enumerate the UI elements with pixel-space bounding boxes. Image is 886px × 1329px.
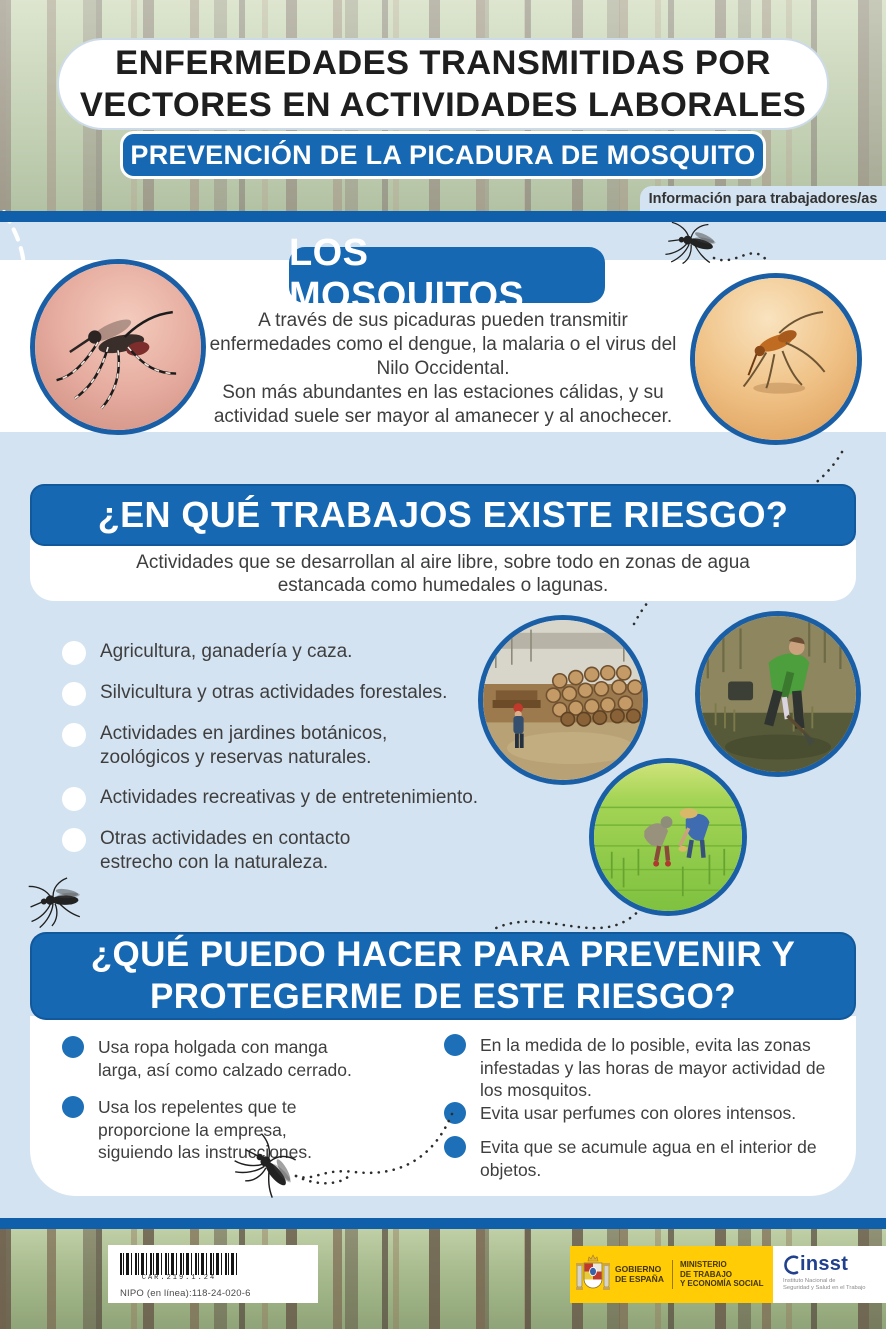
- nipo-number: NIPO (en línea):118-24-020-6: [120, 1288, 251, 1299]
- prevencion-item-text: Evita usar perfumes con olores intensos.: [480, 1103, 797, 1123]
- prevencion-item: Evita usar perfumes con olores intensos.: [444, 1102, 844, 1125]
- mosquito-icon: [25, 875, 85, 930]
- poster-title-box: ENFERMEDADES TRANSMITIDAS POR VECTORES E…: [57, 38, 829, 130]
- barcode-label: CAR.219.1.24: [141, 1274, 217, 1282]
- list-item-text: Actividades en jardines botánicos, zooló…: [100, 723, 388, 768]
- list-item: Agricultura, ganadería y caza.: [62, 640, 492, 665]
- section-mosquitos-header: LOS MOSQUITOS: [289, 232, 605, 317]
- section-prevencion-header: ¿QUÉ PUEDO HACER PARA PREVENIR Y PROTEGE…: [30, 932, 856, 1020]
- photo-timber-logs: [478, 615, 648, 785]
- list-item: Actividades en jardines botánicos, zooló…: [62, 722, 430, 770]
- insst-arc-icon: [784, 1255, 799, 1274]
- poster-title-line1: ENFERMEDADES TRANSMITIDAS POR: [115, 43, 771, 82]
- section-riesgo-header: ¿EN QUÉ TRABAJOS EXISTE RIESGO?: [30, 484, 856, 546]
- divider-strip-top: [0, 211, 886, 222]
- photo-mosquito-skin: [30, 259, 206, 435]
- blue-dot-bullet: [444, 1034, 466, 1056]
- poster-title-line2: VECTORES EN ACTIVIDADES LABORALES: [79, 86, 807, 124]
- spain-coat-of-arms-icon: [576, 1253, 610, 1290]
- prevencion-item-text: Usa los repelentes que te proporcione la…: [98, 1097, 313, 1162]
- photo-mosquito-amber: [690, 273, 862, 445]
- blue-dot-bullet: [444, 1102, 466, 1124]
- prevencion-item-text: Usa ropa holgada con manga larga, así co…: [98, 1037, 352, 1080]
- gobierno-line1: GOBIERNO: [615, 1264, 662, 1274]
- insst-subtitle-line1: Instituto Nacional de: [783, 1278, 836, 1284]
- list-item-text: Silvicultura y otras actividades foresta…: [100, 682, 448, 703]
- list-item: Actividades recreativas y de entretenimi…: [62, 786, 492, 811]
- list-item-text: Actividades recreativas y de entretenimi…: [100, 787, 479, 808]
- prevencion-item: Usa los repelentes que te proporcione la…: [62, 1096, 392, 1164]
- riesgo-activity-list: Agricultura, ganadería y caza. Silvicult…: [62, 640, 492, 875]
- blue-dot-bullet: [444, 1136, 466, 1158]
- prevencion-item: En la medida de lo posible, evita las zo…: [444, 1034, 844, 1102]
- white-dot-bullet: [62, 787, 86, 811]
- blue-dot-bullet: [62, 1036, 84, 1058]
- mosquitos-paragraph-2: Son más abundantes en las estaciones cál…: [213, 382, 673, 427]
- prevencion-item-text: En la medida de lo posible, evita las zo…: [480, 1035, 826, 1100]
- list-item: Otras actividades en contacto estrecho c…: [62, 827, 400, 875]
- poster-subtitle: PREVENCIÓN DE LA PICADURA DE MOSQUITO: [130, 139, 756, 170]
- photo-wetland-worker: [695, 611, 861, 777]
- ministerio-line3: Y ECONOMÍA SOCIAL: [680, 1279, 764, 1289]
- audience-tab: Información para trabajadores/as: [640, 186, 886, 211]
- section-mosquitos-title: LOS MOSQUITOS: [289, 232, 525, 317]
- photo-rice-field: [589, 758, 747, 916]
- section-prevencion-title-line1: ¿QUÉ PUEDO HACER PARA PREVENIR Y: [90, 935, 796, 974]
- barcode-box: CAR.219.1.24 NIPO (en línea):118-24-020-…: [108, 1245, 318, 1303]
- white-dot-bullet: [62, 828, 86, 852]
- ministerio-line1: MINISTERIO: [680, 1260, 727, 1270]
- poster-subtitle-box: PREVENCIÓN DE LA PICADURA DE MOSQUITO: [120, 131, 766, 179]
- mosquitos-paragraph-1: A través de sus picaduras pueden transmi…: [209, 310, 677, 379]
- divider-strip-bottom: [0, 1218, 886, 1229]
- insst-subtitle: Instituto Nacional de Seguridad y Salud …: [783, 1278, 886, 1292]
- prevencion-item: Evita que se acumule agua en el interior…: [444, 1136, 844, 1181]
- riesgo-intro-paragraph: Actividades que se desarrollan al aire l…: [136, 552, 750, 596]
- white-dot-bullet: [62, 723, 86, 747]
- prevencion-item-text: Evita que se acumule agua en el interior…: [480, 1137, 817, 1180]
- white-dot-bullet: [62, 641, 86, 665]
- list-item-text: Agricultura, ganadería y caza.: [100, 641, 353, 662]
- insst-logo-box: insst Instituto Nacional de Seguridad y …: [773, 1246, 886, 1303]
- riesgo-intro-card: [30, 540, 856, 601]
- section-riesgo-title: ¿EN QUÉ TRABAJOS EXISTE RIESGO?: [97, 494, 789, 535]
- list-item: Silvicultura y otras actividades foresta…: [62, 681, 492, 706]
- insst-subtitle-line2: Seguridad y Salud en el Trabajo: [783, 1285, 866, 1291]
- gobierno-espana-logo: GOBIERNO DE ESPAÑA MINISTERIO DE TRABAJO…: [570, 1246, 773, 1303]
- list-item-text: Otras actividades en contacto estrecho c…: [100, 828, 351, 873]
- prevencion-item: Usa ropa holgada con manga larga, así co…: [62, 1036, 392, 1081]
- section-prevencion-title-line2: PROTEGERME DE ESTE RIESGO?: [149, 977, 737, 1016]
- ministerio-text: MINISTERIO DE TRABAJO Y ECONOMÍA SOCIAL: [672, 1260, 764, 1289]
- insst-logo: insst: [783, 1253, 886, 1276]
- gobierno-line2: DE ESPAÑA: [615, 1273, 664, 1284]
- riesgo-intro-text: Actividades que se desarrollan al aire l…: [30, 551, 856, 597]
- barcode: [120, 1253, 238, 1275]
- ministerio-line2: DE TRABAJO: [680, 1269, 733, 1279]
- blue-dot-bullet: [62, 1096, 84, 1118]
- gobierno-text: GOBIERNO DE ESPAÑA: [615, 1264, 667, 1284]
- white-dot-bullet: [62, 682, 86, 706]
- audience-label: Información para trabajadores/as: [648, 190, 878, 207]
- insst-wordmark: insst: [800, 1253, 849, 1275]
